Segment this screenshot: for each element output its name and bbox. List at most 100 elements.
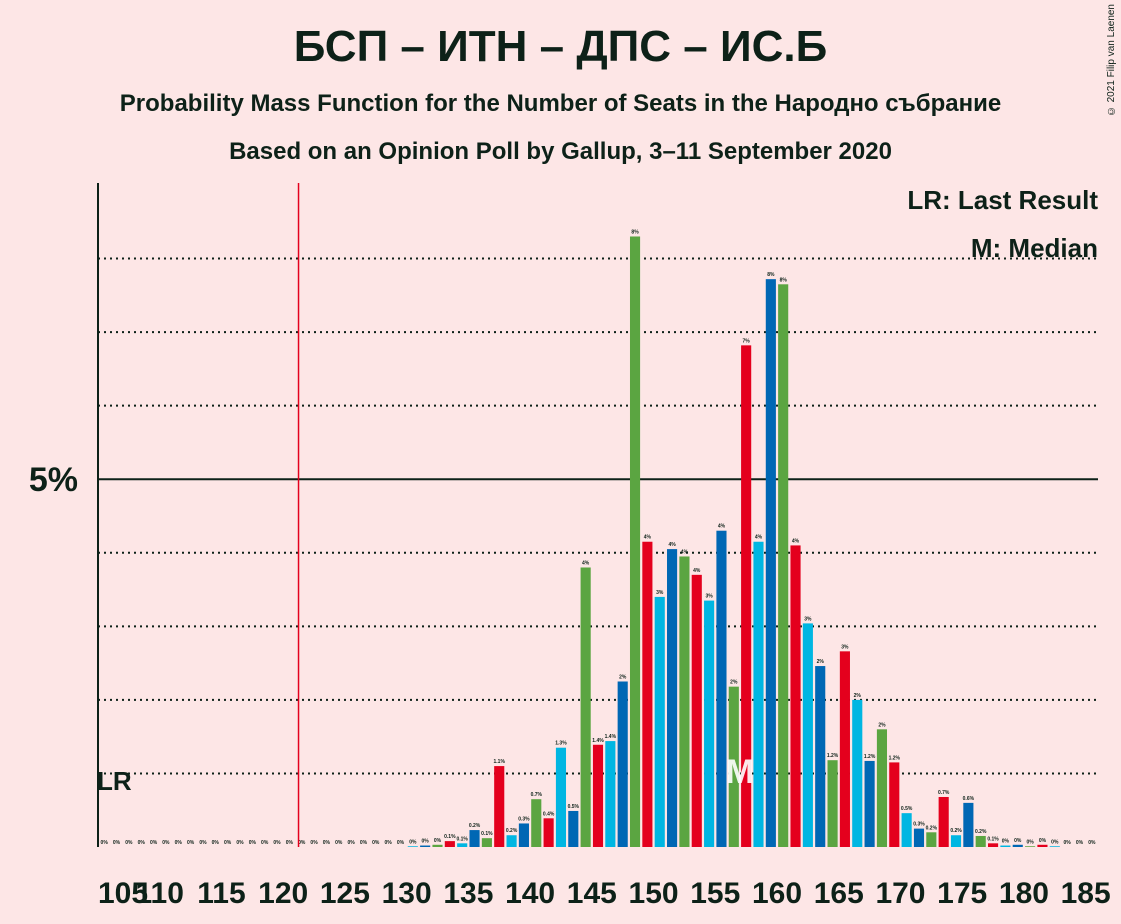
y-tick-5-percent: 5%	[29, 461, 78, 499]
bar-label-seat-164: 1.2%	[827, 753, 839, 759]
chart-title: БСП – ИТН – ДПС – ИС.Б	[293, 22, 828, 71]
bar-seat-143	[568, 810, 579, 847]
bar-label-seat-173: 0.7%	[938, 790, 950, 796]
bar-label-seat-155: 4%	[718, 524, 726, 530]
bar-label-seat-119: 0%	[273, 840, 281, 846]
x-tick-110: 110	[136, 877, 184, 910]
bar-label-seat-182: 0%	[1051, 839, 1059, 845]
bar-label-seat-160: 8%	[780, 277, 788, 283]
bar-label-seat-113: 0%	[199, 840, 207, 846]
bar-seat-158	[753, 541, 764, 847]
bar-label-seat-147: 2%	[619, 675, 627, 681]
bar-seat-163	[815, 666, 826, 847]
bar-label-seat-105: 0%	[101, 840, 109, 846]
bar-label-seat-180: 0%	[1026, 839, 1034, 845]
bar-label-seat-179: 0%	[1014, 838, 1022, 844]
bar-label-seat-120: 0%	[286, 840, 294, 846]
bar-seat-166	[852, 699, 863, 847]
bar-label-seat-134: 0.1%	[456, 836, 468, 842]
bar-label-seat-171: 0.3%	[913, 822, 925, 828]
bar-label-seat-183: 0%	[1064, 840, 1072, 846]
bar-label-seat-115: 0%	[224, 840, 232, 846]
bar-label-seat-174: 0.2%	[950, 828, 962, 834]
bar-label-seat-178: 0%	[1002, 839, 1010, 845]
x-tick-125: 125	[320, 877, 370, 910]
x-tick-120: 120	[258, 877, 308, 910]
bar-label-seat-159: 8%	[767, 272, 775, 278]
bar-label-seat-163: 2%	[817, 659, 825, 665]
bar-label-seat-156: 2%	[730, 680, 738, 686]
bar-label-seat-152: 4%	[681, 549, 689, 555]
bar-labels: 0% 0% 0% 0% 0% 0% 0% 0% 0% 0% 0% 0% 0% 0% 0% 0% 0% 0% 0% 0%…	[101, 229, 1096, 846]
bar-seat-144	[580, 567, 591, 847]
median-marker-label: M	[726, 753, 754, 791]
x-tick-170: 170	[875, 877, 925, 910]
bar-seat-153	[691, 574, 702, 847]
bar-label-seat-161: 4%	[792, 538, 800, 544]
bar-label-seat-177: 0.1%	[987, 836, 999, 842]
bar-seat-181	[1037, 844, 1048, 847]
x-tick-165: 165	[814, 877, 864, 910]
bar-label-seat-132: 0%	[434, 838, 442, 844]
bar-label-seat-150: 3%	[656, 590, 664, 596]
bar-label-seat-142: 1.3%	[555, 741, 567, 747]
bar-seat-133	[444, 841, 455, 847]
x-tick-185: 185	[1061, 877, 1111, 910]
bar-label-seat-109: 0%	[150, 840, 158, 846]
bar-seat-132	[432, 844, 443, 847]
x-tick-175: 175	[937, 877, 987, 910]
x-tick-105: 105	[98, 877, 148, 910]
bars	[407, 236, 1060, 848]
bar-seat-134	[457, 843, 468, 847]
bar-seat-148	[629, 236, 641, 848]
axes	[97, 183, 300, 847]
bar-label-seat-167: 1.2%	[864, 754, 876, 760]
bar-seat-178	[1000, 845, 1011, 847]
bar-label-seat-185: 0%	[1088, 840, 1096, 846]
bar-label-seat-170: 0.5%	[901, 806, 913, 812]
bar-label-seat-153: 4%	[693, 568, 701, 574]
bar-label-seat-135: 0.2%	[469, 823, 481, 829]
bar-seat-145	[592, 744, 604, 847]
bar-label-seat-176: 0.2%	[975, 829, 987, 835]
bar-seat-149	[642, 541, 653, 847]
bar-label-seat-151: 4%	[668, 542, 676, 548]
bar-seat-154	[704, 600, 715, 847]
bar-seat-168	[876, 729, 888, 847]
bar-label-seat-129: 0%	[397, 840, 405, 846]
legend-median: M: Median	[971, 233, 1098, 263]
bar-seat-137	[494, 766, 505, 847]
bar-label-seat-106: 0%	[113, 840, 121, 846]
grid-lines	[98, 257, 1098, 775]
bar-seat-170	[901, 813, 912, 847]
bar-label-seat-124: 0%	[335, 840, 343, 846]
bar-label-seat-140: 0.7%	[531, 792, 543, 798]
bar-seat-160	[778, 284, 789, 847]
x-tick-145: 145	[567, 877, 617, 910]
bar-label-seat-131: 0%	[422, 839, 430, 845]
bar-label-seat-125: 0%	[347, 840, 355, 846]
bar-seat-171	[913, 828, 925, 847]
bar-label-seat-166: 2%	[854, 693, 862, 699]
bar-label-seat-181: 0%	[1039, 838, 1047, 844]
bar-label-seat-112: 0%	[187, 840, 195, 846]
bar-seat-172	[926, 832, 937, 847]
bar-label-seat-165: 3%	[841, 644, 849, 650]
bar-label-seat-148: 8%	[631, 229, 639, 235]
bar-label-seat-128: 0%	[385, 840, 393, 846]
x-tick-115: 115	[197, 877, 245, 910]
bar-label-seat-130: 0%	[409, 839, 417, 845]
bar-label-seat-127: 0%	[372, 840, 380, 846]
bar-seat-161	[790, 545, 801, 847]
bar-label-seat-158: 4%	[755, 535, 763, 541]
bar-label-seat-184: 0%	[1076, 840, 1084, 846]
x-tick-150: 150	[629, 877, 679, 910]
x-tick-180: 180	[999, 877, 1049, 910]
bar-label-seat-111: 0%	[175, 840, 183, 846]
bar-seat-159	[765, 279, 776, 847]
bar-label-seat-141: 0.4%	[543, 811, 555, 817]
bar-seat-180	[1025, 846, 1036, 847]
bar-label-seat-172: 0.2%	[926, 825, 938, 831]
